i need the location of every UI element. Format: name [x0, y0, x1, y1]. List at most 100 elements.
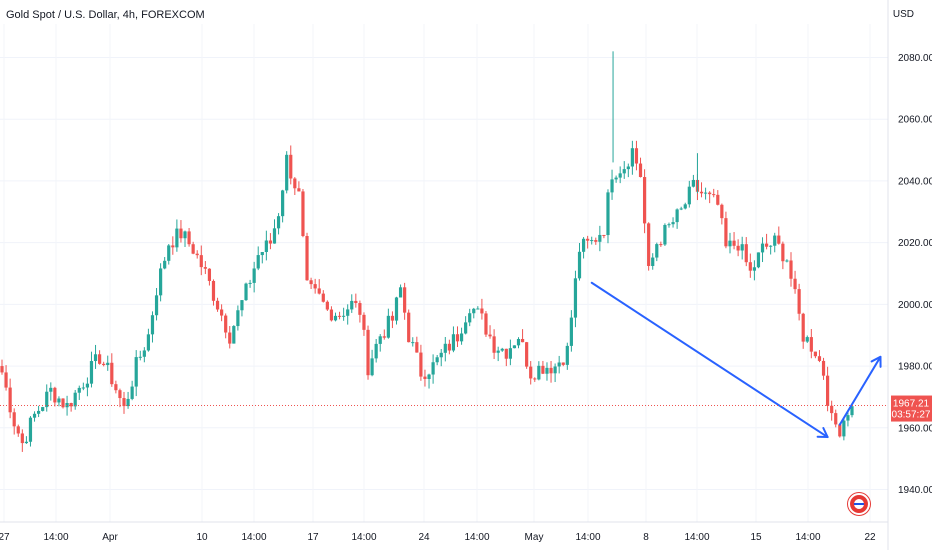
candle-body [760, 243, 765, 253]
candle-body [443, 343, 447, 353]
countdown-label: 03:57:27 [892, 410, 931, 421]
candle-body [492, 336, 496, 353]
candle-body [626, 166, 630, 170]
last-price-label: 1967.21 [893, 399, 930, 410]
candle-body [93, 354, 98, 362]
down-arrow [590, 281, 829, 439]
candle-body [378, 336, 382, 344]
candle-body [403, 287, 407, 313]
candle-body [232, 326, 236, 344]
candle-body [667, 224, 671, 226]
candle-body [671, 222, 675, 225]
candle-body [520, 338, 525, 343]
flag-icon[interactable] [848, 493, 870, 515]
candle-body [276, 216, 281, 229]
candle-body [744, 244, 748, 263]
candle-body [439, 352, 443, 358]
candle-body [382, 336, 386, 338]
x-tick-label: 15 [750, 532, 762, 543]
candle-body [834, 413, 838, 425]
chart-title: Gold Spot / U.S. Dollar, 4h, FOREXCOM [6, 9, 205, 21]
x-tick-label: 24 [418, 532, 430, 543]
candle-body [110, 362, 114, 385]
candle-body [557, 362, 561, 367]
x-tick-label: 8 [643, 532, 649, 543]
x-tick-label: 14:00 [464, 532, 489, 543]
candle-body [602, 234, 606, 236]
candle-body [716, 194, 720, 205]
candle-body [581, 238, 586, 252]
candle-body [748, 262, 752, 271]
candle-body [187, 231, 191, 245]
candle-body [634, 148, 639, 164]
candle-body [752, 267, 756, 271]
candle-body [297, 188, 301, 192]
candle-body [638, 163, 643, 178]
candle-body [793, 278, 797, 290]
price-label-box [891, 395, 932, 422]
candle-body [118, 390, 122, 399]
candle-body [728, 240, 732, 247]
candle-body [813, 351, 817, 357]
candle-body [337, 315, 342, 317]
candle-body [659, 244, 663, 246]
candle-body [114, 384, 118, 391]
candle-body [260, 252, 264, 256]
candle-body [272, 228, 277, 244]
candle-body [333, 315, 338, 321]
candle-body [268, 240, 273, 244]
candle-body [756, 252, 761, 268]
candle-body [370, 358, 374, 376]
candle-body [57, 398, 61, 403]
candle-body [179, 228, 183, 239]
candle-body [691, 179, 695, 187]
candle-body [630, 148, 634, 167]
candle-body [325, 301, 329, 310]
candle-body [159, 268, 163, 296]
currency-label: USD [892, 9, 914, 20]
candle-body [594, 240, 598, 242]
candle-body [244, 283, 248, 301]
candle-body [476, 308, 480, 310]
candle-body [16, 426, 20, 434]
candle-body [264, 240, 268, 253]
candle-body [480, 308, 484, 314]
candle-body [61, 398, 65, 408]
candle-body [842, 420, 846, 437]
candle-body [655, 244, 659, 258]
candle-body [663, 224, 667, 245]
candle-body [366, 329, 370, 376]
candle-body [350, 300, 354, 310]
candle-body [431, 362, 435, 375]
candle-body [512, 345, 517, 349]
candle-body [675, 209, 679, 223]
candle-body [459, 333, 464, 342]
candle-body [256, 255, 260, 269]
candle-body [451, 334, 456, 351]
candle-body [496, 350, 500, 353]
candle-body [122, 398, 126, 407]
candle-body [455, 334, 460, 342]
candle-body [769, 245, 773, 247]
x-tick-label: 14:00 [351, 532, 376, 543]
candle-body [362, 314, 366, 330]
candle-body [37, 410, 41, 414]
candle-body [805, 337, 809, 342]
x-tick-label: 14:00 [684, 532, 709, 543]
candle-body [651, 257, 655, 266]
candle-body [321, 293, 325, 302]
candle-body [163, 260, 167, 269]
candle-body [32, 413, 37, 418]
candle-body [740, 244, 744, 251]
candle-body [24, 441, 29, 444]
candle-body [838, 424, 842, 437]
candle-body [374, 343, 378, 359]
candle-body [569, 317, 573, 346]
candle-body [98, 354, 102, 364]
candle-body [199, 255, 203, 268]
grid-lines [0, 24, 888, 522]
candle-body [358, 303, 362, 315]
candle-body [224, 315, 228, 333]
y-tick-label: 1940.00 [898, 485, 932, 496]
